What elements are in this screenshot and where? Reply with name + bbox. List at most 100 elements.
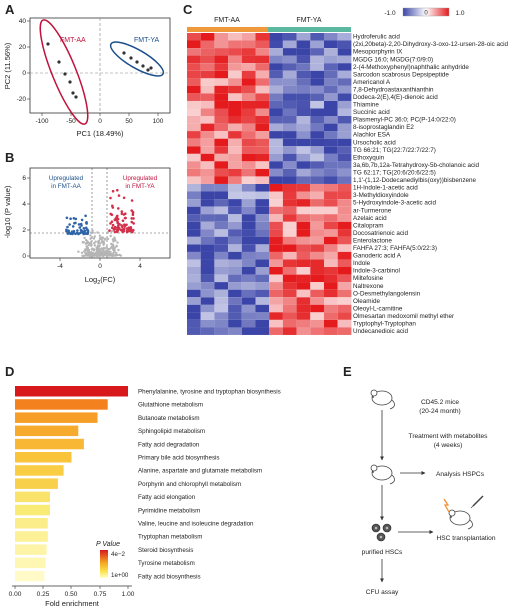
heatmap-cell xyxy=(228,116,242,124)
pca-point-aa-3 xyxy=(63,72,67,76)
heatmap-cell xyxy=(269,251,283,260)
treated-mouse-icon xyxy=(370,464,395,485)
volcano-point-ns xyxy=(87,250,90,254)
pca-xlabel: PC1 (18.49%) xyxy=(76,129,124,138)
heatmap-cell xyxy=(228,85,242,94)
volcano-point-fmt-aa xyxy=(84,214,87,218)
volcano-point-ns xyxy=(97,253,100,256)
volcano-point-ns xyxy=(104,253,108,256)
heatmap-cell xyxy=(310,236,324,245)
heatmap-cell xyxy=(200,161,215,169)
heatmap-cell xyxy=(255,153,270,162)
heatmap-cell xyxy=(228,251,242,260)
heatmap-cell xyxy=(200,85,215,94)
heatmap-cell xyxy=(282,63,297,71)
enrichment-pathway-label: Valine, leucine and isoleucine degradati… xyxy=(138,521,254,528)
heatmap-cell xyxy=(296,229,311,237)
heatmap-cell xyxy=(200,93,215,101)
volcano-point-ns xyxy=(98,250,101,254)
heatmap-cell xyxy=(269,123,283,132)
heatmap-cell xyxy=(200,131,215,139)
heatmap-group-fmt-ya: FMT-YA xyxy=(296,17,321,24)
volcano-point-fmt-ya xyxy=(117,226,121,230)
heatmap-cell xyxy=(324,168,338,177)
heatmap-cell xyxy=(282,33,297,41)
heatmap-cell xyxy=(241,236,256,245)
heatmap-cell xyxy=(282,229,297,237)
volcano-point-fmt-aa xyxy=(80,229,83,233)
heatmap-cell xyxy=(214,327,229,335)
volcano-point-ns xyxy=(89,237,92,240)
recipient-mouse-icon xyxy=(448,509,473,530)
heatmap-cell xyxy=(255,191,270,200)
heatmap-cell xyxy=(241,63,256,71)
volcano-xtick-3: 4 xyxy=(138,263,142,270)
volcano-point-ns xyxy=(98,244,101,248)
heatmap-scale-min: -1.0 xyxy=(384,10,396,17)
heatmap-cell xyxy=(214,236,229,245)
heatmap-row-label: 7,8-Dehydroastaxanthianthin xyxy=(353,86,434,93)
heatmap-cell xyxy=(241,70,256,79)
purified-hscs-label: purified HSCs xyxy=(362,549,403,556)
enrichment-bar xyxy=(15,531,48,542)
volcano-point-ns xyxy=(109,234,112,238)
heatmap-cell xyxy=(269,267,283,275)
pca-point-aa-6 xyxy=(74,95,78,99)
heatmap-cell xyxy=(214,221,229,230)
heatmap-row-label: 8-isoprostaglandin E2 xyxy=(353,124,414,131)
volcano-point-fmt-ya xyxy=(130,217,133,220)
heatmap-cell xyxy=(214,101,229,109)
volcano-left-label-1: Upregulated xyxy=(49,175,84,182)
heatmap-cell xyxy=(269,85,283,94)
volcano-point-fmt-ya xyxy=(132,222,135,225)
heatmap-cell xyxy=(241,168,256,177)
heatmap-cell xyxy=(241,138,256,147)
heatmap-cell xyxy=(324,40,338,49)
heatmap-cell xyxy=(337,221,352,230)
heatmap-cell xyxy=(337,40,352,49)
heatmap-cell xyxy=(337,184,352,192)
heatmap-cell xyxy=(255,108,270,117)
heatmap-cell xyxy=(310,108,324,117)
heatmap-cell xyxy=(214,259,229,268)
heatmap-cell xyxy=(282,297,297,305)
heatmap-cell xyxy=(296,85,311,94)
volcano-point-fmt-aa xyxy=(68,223,71,226)
heatmap-cell xyxy=(214,48,229,56)
heatmap-cell xyxy=(324,191,338,200)
volcano-point-fmt-aa xyxy=(77,232,80,236)
pvalue-legend-min: 1e+00 xyxy=(111,572,129,579)
heatmap-cell xyxy=(187,55,201,64)
volcano-point-ns xyxy=(83,236,86,240)
heatmap-cell xyxy=(241,184,256,192)
mice-label-1: CD45.2 mice xyxy=(421,399,459,406)
pca-point-ya-2 xyxy=(129,56,133,60)
heatmap-cell xyxy=(269,289,283,298)
pca-plot: FMT-AA FMT-YA -100 -50 0 50 100 -20 0 20… xyxy=(3,17,171,138)
heatmap-cell xyxy=(296,116,311,124)
heatmap-cell xyxy=(187,78,201,86)
heatmap-cell xyxy=(241,48,256,56)
heatmap-cell xyxy=(255,40,270,49)
heatmap-cell xyxy=(296,244,311,252)
heatmap-cell xyxy=(296,274,311,283)
enrichment-xlabel: Fold enrichment xyxy=(45,599,100,608)
volcano-point-ns xyxy=(96,231,99,234)
heatmap-cell xyxy=(200,319,215,328)
volcano-point-fmt-ya xyxy=(132,217,135,220)
heatmap-cell xyxy=(337,229,352,237)
heatmap-cell xyxy=(255,236,270,245)
heatmap-cell xyxy=(187,289,201,298)
heatmap-cell xyxy=(255,55,270,64)
heatmap-cell xyxy=(310,55,324,64)
volcano-left-label-2: in FMT-AA xyxy=(51,183,82,190)
heatmap-row-label: Ursocholic acid xyxy=(353,139,396,146)
heatmap-cell xyxy=(337,282,352,290)
heatmap-cell xyxy=(228,161,242,169)
heatmap-color-scale xyxy=(402,7,450,17)
heatmap-cell xyxy=(296,101,311,109)
pca-point-aa-5 xyxy=(71,91,75,95)
heatmap-cell xyxy=(200,153,215,162)
heatmap-cell xyxy=(200,70,215,79)
volcano-point-ns xyxy=(94,251,98,254)
